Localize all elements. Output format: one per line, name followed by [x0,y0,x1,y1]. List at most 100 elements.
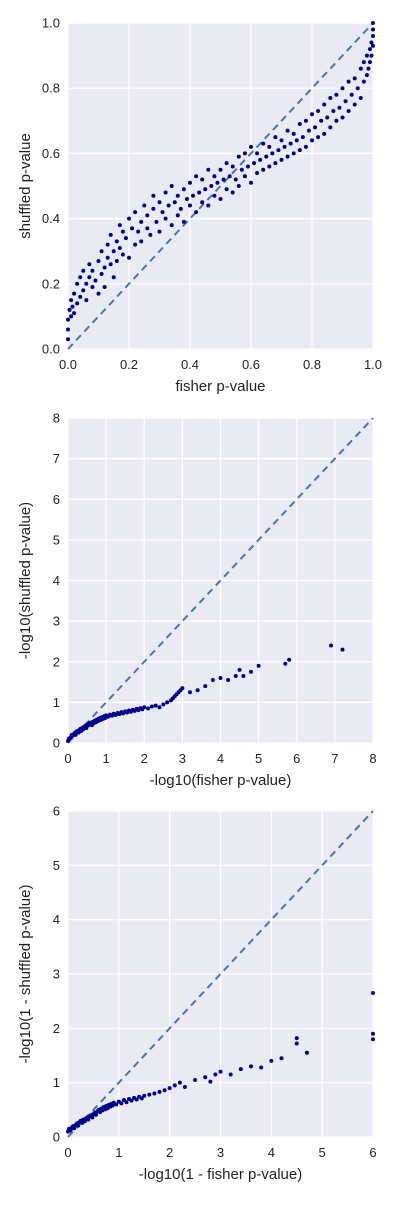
y-tick-label: 0.4 [42,211,60,226]
scatter-point [349,92,354,97]
x-tick-label: 0.8 [303,357,321,372]
y-tick-label: 3 [53,967,60,982]
scatter-point [157,705,162,710]
scatter-point [304,1050,309,1055]
scatter-point [294,1041,299,1046]
scatter-point [75,281,80,286]
y-tick-label: 1.0 [42,16,60,31]
x-tick-label: 6 [369,1145,376,1160]
x-tick-label: 4 [217,751,224,766]
scatter-point [213,1072,218,1077]
scatter-point [276,148,281,153]
scatter-point [367,60,372,65]
scatter-point [124,1100,129,1105]
scatter-point [337,105,342,110]
scatter-point [369,40,374,45]
scatter-point [117,223,122,228]
scatter-point [230,164,235,169]
scatter-point [322,131,327,136]
scatter-point [87,275,92,280]
scatter-point [188,180,192,185]
scatter-point [358,95,363,100]
scatter-point [78,294,83,299]
scatter-point [249,180,253,185]
scatter-point [193,1077,198,1082]
scatter-point [259,1065,264,1070]
scatter-point [175,213,180,218]
scatter-point [108,232,113,237]
scatter-point [294,1036,299,1041]
scatter-point [371,43,375,48]
x-tick-label: 5 [319,1145,326,1160]
y-tick-label: 2 [53,654,60,669]
scatter-point [203,187,208,192]
scatter-point [242,174,247,179]
scatter-point [316,109,321,114]
scatter-point [152,1091,157,1096]
scatter-point [127,255,131,260]
scatter-point [343,99,348,104]
scatter-point [218,197,223,202]
scatter-point [72,1126,77,1131]
scatter-point [142,203,147,208]
y-tick-label: 6 [53,492,60,507]
scatter-panel-3: 0 1 2 3 4 5 6 0 1 2 3 4 5 6 -log10(1 - fisher p-value)… [17,804,377,1184]
scatter-point [67,307,72,312]
scatter-point [300,135,305,140]
x-axis-label: fisher p-value [175,378,265,395]
scatter-point [133,210,138,215]
y-tick-label: 0 [53,1130,60,1145]
scatter-point [361,79,366,84]
scatter-point [218,1069,223,1074]
x-tick-label: 3 [179,751,186,766]
scatter-point [120,229,125,234]
scatter-point [181,219,186,224]
scatter-point [136,229,141,234]
scatter-point [194,174,199,179]
scatter-point [119,1101,124,1106]
scatter-point [188,690,192,695]
scatter-point [69,298,74,303]
scatter-point [102,265,107,270]
scatter-point [203,1075,208,1080]
scatter-point [90,285,95,290]
scatter-point [206,167,211,172]
scatter-point [371,27,375,32]
scatter-point [371,21,375,25]
x-tick-label: 5 [255,751,262,766]
scatter-point [236,184,241,188]
scatter-point [369,53,374,58]
scatter-point [76,1123,81,1128]
x-tick-label: 2 [141,751,148,766]
x-tick-label: 7 [331,751,338,766]
scatter-point [329,643,334,648]
y-axis-label: -log10(1 - shuffled p-value) [17,885,34,1064]
scatter-point [340,115,345,120]
y-tick-label: 2 [53,1021,60,1036]
scatter-point [130,226,135,231]
scatter-point [90,268,95,273]
scatter-point [96,291,101,296]
scatter-point [210,678,215,683]
scatter-point [261,141,266,146]
scatter-point [111,249,116,254]
scatter-point [233,177,238,182]
scatter-point [334,118,339,123]
scatter-point [163,216,168,221]
scatter-point [226,678,231,683]
x-tick-label: 4 [268,1145,275,1160]
scatter-point [346,79,351,84]
scatter-point [66,317,70,322]
scatter-point [153,703,158,708]
scatter-point [114,239,119,244]
scatter-point [358,66,363,71]
y-tick-label: 1 [53,1075,60,1090]
x-tick-label: 0 [64,751,71,766]
scatter-point [68,1128,73,1133]
scatter-point [147,1092,152,1097]
scatter-point [120,252,125,257]
y-tick-label: 8 [53,411,60,426]
scatter-point [366,66,371,71]
scatter-point [228,1072,233,1077]
